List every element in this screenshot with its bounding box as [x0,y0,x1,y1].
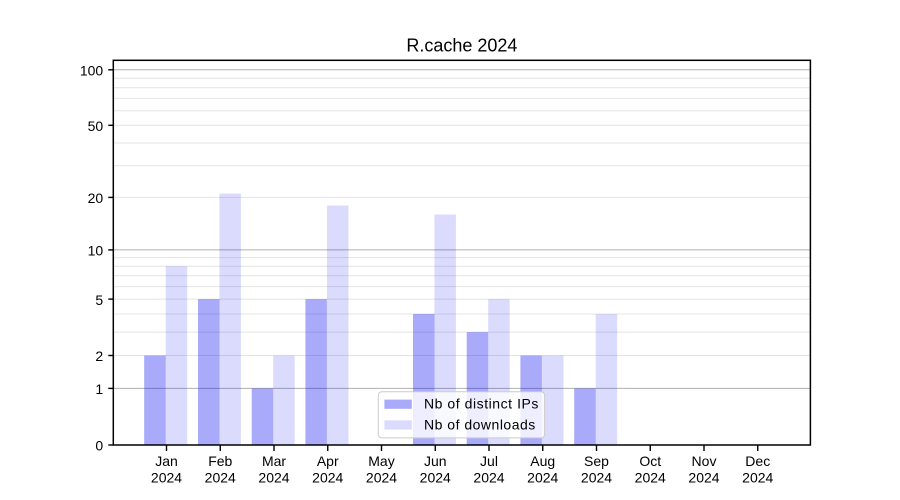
svg-text:100: 100 [80,63,104,79]
svg-text:R.cache 2024: R.cache 2024 [406,36,517,56]
svg-text:Nb of distinct IPs: Nb of distinct IPs [424,396,539,412]
svg-text:Dec: Dec [745,453,770,469]
svg-text:Jul: Jul [480,453,498,469]
svg-text:Nb of downloads: Nb of downloads [424,417,536,433]
svg-text:0: 0 [95,438,103,454]
svg-text:2024: 2024 [527,469,558,485]
svg-text:2024: 2024 [742,469,773,485]
svg-text:2024: 2024 [420,469,451,485]
svg-text:2024: 2024 [151,469,182,485]
svg-text:1: 1 [95,381,103,397]
svg-text:2024: 2024 [473,469,504,485]
svg-text:50: 50 [88,118,104,134]
svg-text:2024: 2024 [581,469,612,485]
svg-text:Mar: Mar [262,453,286,469]
svg-text:2024: 2024 [258,469,289,485]
svg-text:Sep: Sep [584,453,609,469]
svg-text:2024: 2024 [205,469,236,485]
svg-text:May: May [368,453,394,469]
svg-text:Jun: Jun [424,453,447,469]
svg-text:Jan: Jan [155,453,178,469]
svg-text:Feb: Feb [208,453,232,469]
svg-text:Oct: Oct [639,453,661,469]
svg-text:2024: 2024 [366,469,397,485]
svg-text:2024: 2024 [635,469,666,485]
svg-text:Aug: Aug [530,453,555,469]
svg-text:5: 5 [95,292,103,308]
svg-text:Nov: Nov [692,453,717,469]
svg-text:Apr: Apr [317,453,339,469]
svg-text:20: 20 [88,190,104,206]
svg-text:2: 2 [95,348,103,364]
svg-text:2024: 2024 [312,469,343,485]
svg-text:10: 10 [88,243,104,259]
svg-text:2024: 2024 [688,469,719,485]
